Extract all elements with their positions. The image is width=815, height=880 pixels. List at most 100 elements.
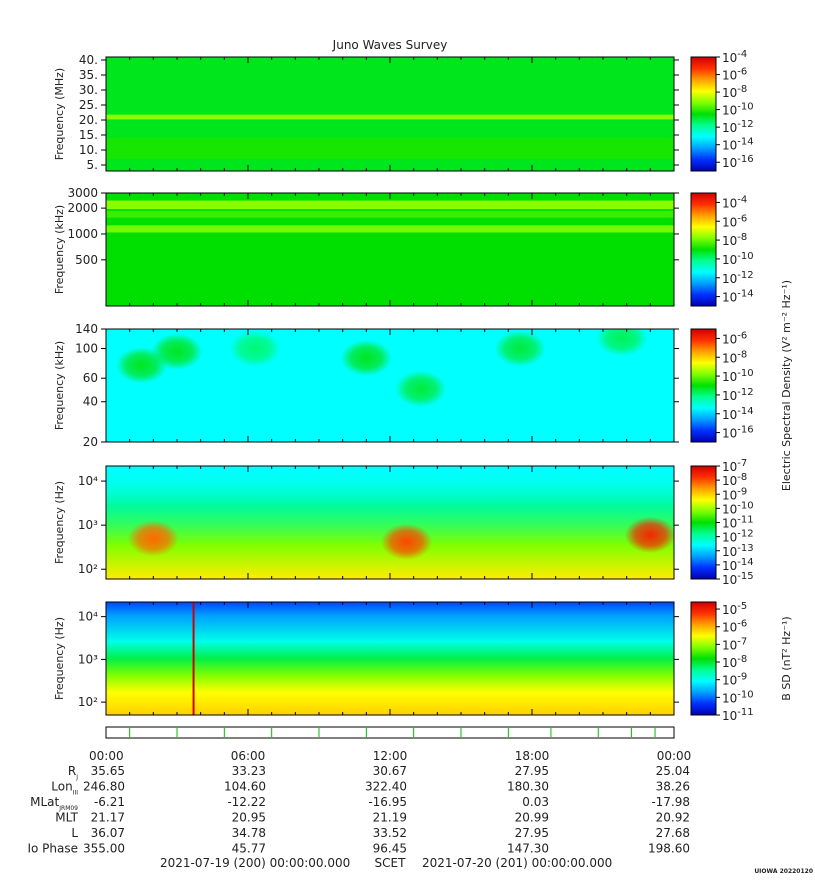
colorbar-tick-label: 10-14 xyxy=(722,137,754,153)
ephemeris-value: 147.30 xyxy=(507,842,549,856)
ephemeris-value: 33.23 xyxy=(232,764,266,778)
colorbar-tick-label: 10-14 xyxy=(722,557,754,573)
spectrogram-panels: 40.35.30.25.20.15.10.5. Frequency (MHz) 10… xyxy=(53,49,793,723)
colorbar-tick-label: 10-4 xyxy=(722,194,747,210)
spectrogram-image xyxy=(106,193,674,306)
ephemeris-value: 355.00 xyxy=(83,842,125,856)
ephemeris-value: 25.04 xyxy=(656,764,690,778)
y-tick-label: 15. xyxy=(79,128,98,142)
emission-feature xyxy=(229,330,281,367)
x-tick-label: 06:00 xyxy=(231,749,266,763)
y-tick-label: 10³ xyxy=(78,652,98,666)
panel-1: 40.35.30.25.20.15.10.5. Frequency (MHz) 10… xyxy=(53,49,754,172)
x-tick-label: 12:00 xyxy=(373,749,408,763)
ephemeris-row-label: RJ xyxy=(68,764,78,781)
y-tick-label: 10² xyxy=(78,695,98,709)
colorbar-tick-label: 10-7 xyxy=(722,636,747,652)
ephemeris-value: 246.80 xyxy=(83,780,125,794)
spectrogram-image xyxy=(106,57,674,171)
y-tick-label: 10⁴ xyxy=(78,610,98,624)
emission-band xyxy=(106,211,674,218)
colorbar-tick-label: 10-10 xyxy=(722,689,754,705)
colorbar xyxy=(690,192,717,307)
ephemeris-value: 45.77 xyxy=(232,842,266,856)
footer-start-time: 2021-07-19 (200) 00:00:00.000 xyxy=(160,856,350,870)
y-tick-label: 10³ xyxy=(78,518,98,532)
ephemeris-value: 0.03 xyxy=(522,795,549,809)
emission-feature xyxy=(127,520,179,557)
y-tick-label: 100 xyxy=(75,342,98,356)
colorbar-tick-label: 10-12 xyxy=(722,270,754,286)
colorbar-tick-label: 10-11 xyxy=(722,707,754,723)
colorbar-tick-label: 10-7 xyxy=(722,458,747,474)
colorbar xyxy=(690,465,717,580)
x-tick-label: 18:00 xyxy=(515,749,550,763)
colorbar-tick-label: 10-8 xyxy=(722,472,747,488)
colorbar-tick-label: 10-12 xyxy=(722,119,754,135)
y-tick-label: 3000 xyxy=(67,186,98,200)
panel-4: 10⁴ 10³ 10² Frequency (Hz) 10-710-810-910-10… xyxy=(53,458,754,587)
emission-band xyxy=(106,138,674,159)
colorbar-tick-label: 10-9 xyxy=(722,672,747,688)
lowfreq-emission xyxy=(106,466,674,579)
y-axis-title: Frequency (kHz) xyxy=(53,341,66,430)
ephemeris-value: 36.07 xyxy=(91,826,125,840)
emission-feature xyxy=(395,370,447,407)
x-tick-label: 00:00 xyxy=(657,749,692,763)
ephemeris-value: -17.98 xyxy=(651,795,690,809)
spectrogram-image xyxy=(106,466,674,579)
colorbar-tick-label: 10-16 xyxy=(722,154,754,170)
y-tick-label: 20 xyxy=(83,435,98,449)
y-tick-label: 35. xyxy=(79,68,98,82)
ephemeris-row-label: MLT xyxy=(55,811,78,825)
y-axis-title: Frequency (kHz) xyxy=(53,205,66,294)
ephemeris-value: 34.78 xyxy=(232,826,266,840)
ephemeris-row-label: L xyxy=(71,826,78,840)
colorbar-tick-label: 10-10 xyxy=(722,251,754,267)
colorbar-title: Electric Spectral Density (V² m⁻² Hz⁻¹) xyxy=(780,280,793,491)
spectrogram-image xyxy=(106,329,674,442)
y-tick-label: 500 xyxy=(75,253,98,267)
colorbar xyxy=(690,328,717,443)
emission-band xyxy=(106,200,674,210)
ephemeris-value: 20.99 xyxy=(515,811,549,825)
ephemeris-value: -16.95 xyxy=(368,795,407,809)
watermark: UIOWA 20220120 xyxy=(754,868,813,875)
y-tick-label: 140 xyxy=(75,322,98,336)
colorbar-tick-label: 10-6 xyxy=(722,619,747,635)
ephemeris-value: 33.52 xyxy=(373,826,407,840)
y-tick-label: 40. xyxy=(79,53,98,67)
panel-5: 10⁴ 10³ 10² Frequency (Hz) 10-5 10-610-7 10-8 1… xyxy=(53,601,793,723)
colorbar-tick-label: 10-12 xyxy=(722,387,754,403)
x-tick-label: 00:00 xyxy=(89,749,124,763)
ephemeris-value: 21.17 xyxy=(91,811,125,825)
colorbar-tick-label: 10-12 xyxy=(722,529,754,545)
emission-band xyxy=(106,114,674,120)
ephemeris-value: 198.60 xyxy=(648,842,690,856)
colorbar-tick-label: 10-8 xyxy=(722,84,747,100)
panel-3: 140 100 60 40 20 Frequency (kHz) 10-6 10-8 10-10… xyxy=(53,280,793,491)
colorbar xyxy=(690,56,717,172)
colorbar-tick-label: 10-10 xyxy=(722,102,754,118)
ephemeris-value: 21.19 xyxy=(373,811,407,825)
ephemeris-value: 38.26 xyxy=(656,780,690,794)
emission-feature xyxy=(151,333,203,370)
ephemeris-value: 30.67 xyxy=(373,764,407,778)
ephemeris-value: 20.92 xyxy=(656,811,690,825)
emission-feature xyxy=(596,329,648,357)
spectrogram-background xyxy=(106,193,674,306)
colorbar-tick-label: 10-9 xyxy=(722,486,747,502)
colorbar-tick-label: 10-10 xyxy=(722,500,754,516)
y-tick-label: 25. xyxy=(79,98,98,112)
emission-feature xyxy=(494,330,546,367)
ephemeris-table: 00:00 06:00 12:00 18:00 00:00 RJ 35.65 33.23 30.… xyxy=(27,749,691,856)
ephemeris-value: -6.21 xyxy=(94,795,125,809)
emission-feature xyxy=(340,339,392,377)
footer-end-time: 2021-07-20 (201) 00:00:00.000 xyxy=(422,856,612,870)
y-tick-label: 1000 xyxy=(67,227,98,241)
colorbar-tick-label: 10-4 xyxy=(722,49,747,65)
ephemeris-row-label: Io Phase xyxy=(27,842,78,856)
y-tick-label: 2000 xyxy=(67,201,98,215)
